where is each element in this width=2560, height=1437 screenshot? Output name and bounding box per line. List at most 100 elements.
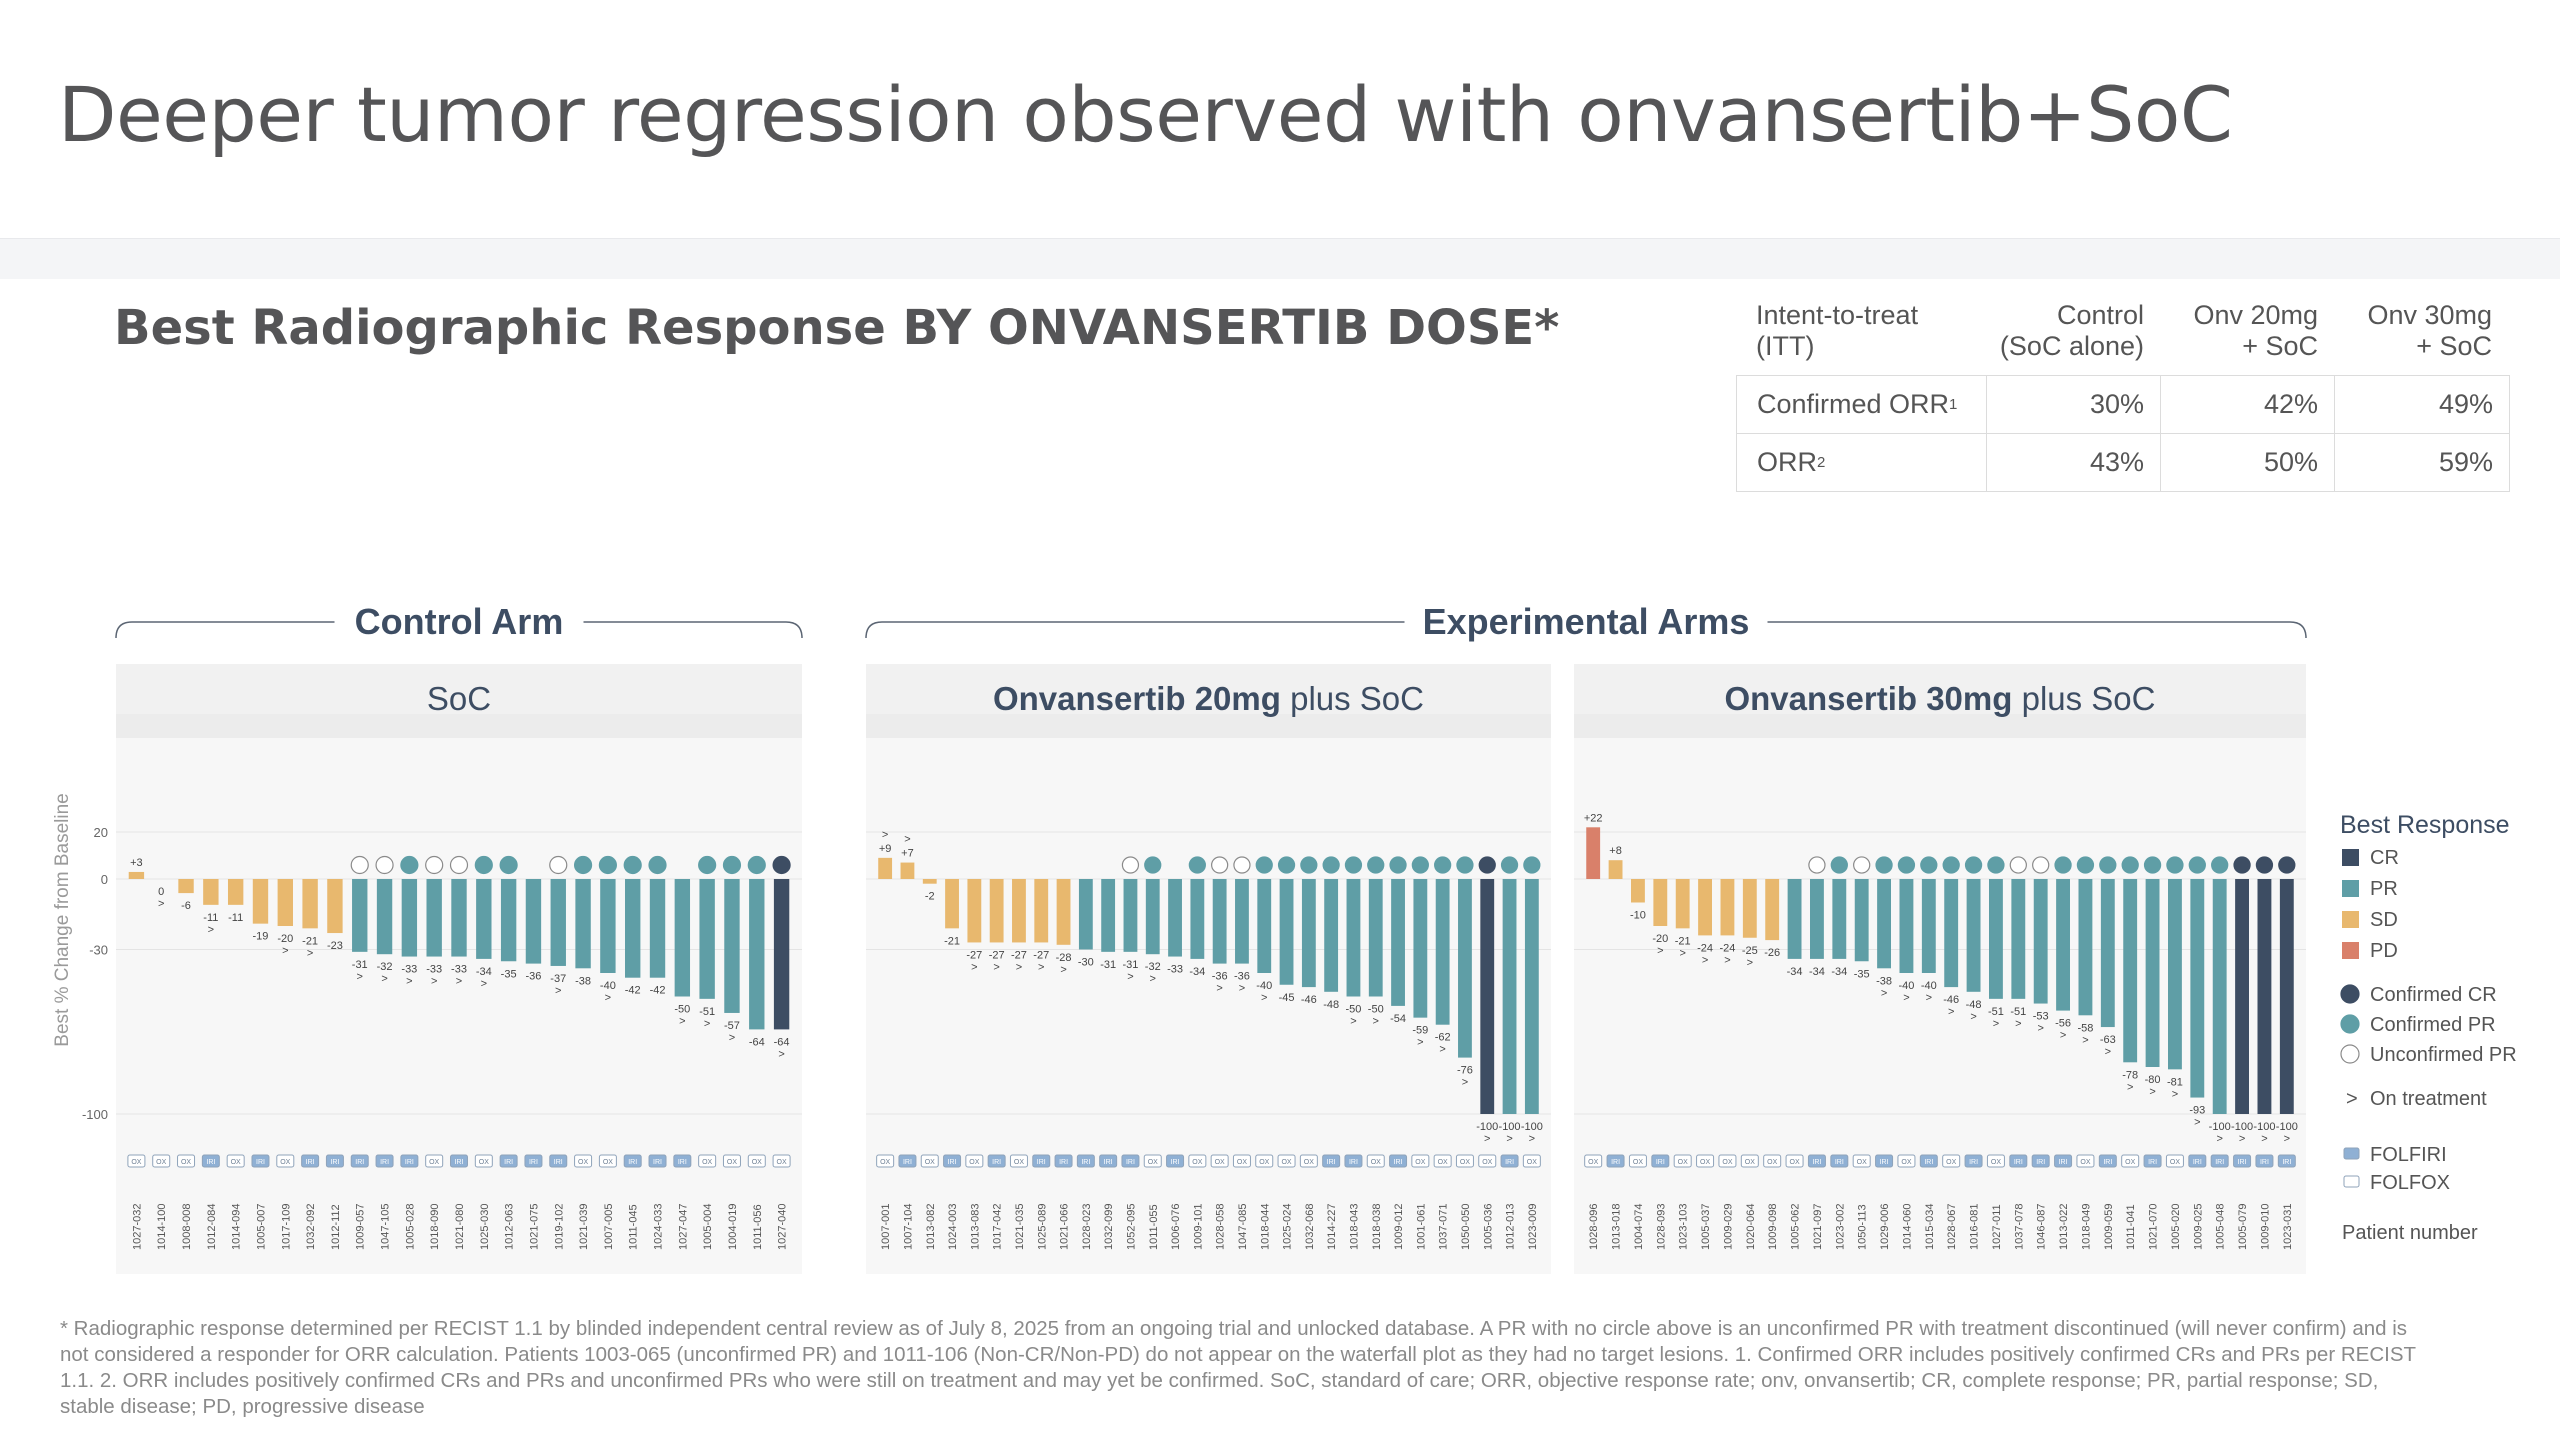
on-treatment-marker: >: [1657, 945, 1663, 957]
regimen-badge-text: IRI: [1104, 1159, 1113, 1166]
response-circle: [499, 855, 518, 875]
regimen-badge: [876, 1154, 895, 1168]
legend-swatch-sd: [2342, 911, 2359, 928]
patient-id-label: 1027-032: [131, 1204, 143, 1251]
patient-id-label: 1005-028: [404, 1204, 416, 1251]
waterfall-bar: [2279, 879, 2294, 1114]
legend-swatch-cr: [2342, 849, 2359, 866]
waterfall-bar: [2056, 879, 2070, 1011]
legend-circle-u: [2340, 1044, 2360, 1064]
bar-value-label: -26: [1764, 947, 1780, 959]
waterfall-bar: [1765, 879, 1780, 941]
bar-value-label: -11: [203, 912, 218, 924]
regimen-badge: [1696, 1154, 1715, 1168]
regimen-badge-text: IRI: [405, 1159, 414, 1166]
bar-value-label: -76: [1457, 1065, 1473, 1077]
response-circle: [747, 855, 766, 875]
bar-value-label: +8: [1609, 845, 1622, 857]
on-treatment-marker: >: [1150, 973, 1156, 985]
regimen-badge: [2255, 1154, 2274, 1168]
on-treatment-marker: >: [1016, 961, 1022, 973]
bar-value-label: +3: [130, 857, 143, 869]
bar-value-label: -27: [966, 949, 982, 961]
regimen-badge: [1986, 1154, 2005, 1168]
regimen-badge-text: OX: [1991, 1159, 2001, 1166]
waterfall-bar: [1742, 879, 1757, 938]
on-treatment-marker: >: [2216, 1133, 2222, 1145]
regimen-badge-text: OX: [1215, 1159, 1225, 1166]
on-treatment-marker: >: [1038, 961, 1044, 973]
regimen-badge: [1942, 1154, 1961, 1168]
patient-id-label: 1027-040: [777, 1204, 789, 1251]
regimen-badge-text: OX: [156, 1159, 166, 1166]
response-circle: [1523, 856, 1541, 874]
orr-header-itt: Intent-to-treat (ITT): [1756, 300, 1919, 361]
bar-value-label: -34: [476, 966, 492, 978]
bar-value-label: -80: [2145, 1074, 2161, 1086]
response-circle: [1920, 856, 1938, 874]
regimen-badge-text: OX: [1014, 1159, 1024, 1166]
regimen-badge: [1584, 1154, 1603, 1168]
legend-regimen-badge: [2343, 1175, 2360, 1188]
regimen-badge-text: OX: [131, 1159, 141, 1166]
bar-value-label: -78: [2122, 1069, 2138, 1081]
regimen-badge-text: IRI: [2148, 1159, 2157, 1166]
patient-id-label: 1011-041: [2125, 1204, 2137, 1250]
bar-value-label: -34: [1809, 966, 1825, 978]
response-circle: [1853, 856, 1871, 874]
on-treatment-marker: >: [1679, 947, 1685, 959]
patient-id-label: 1011-056: [752, 1204, 764, 1250]
regimen-badge: [301, 1154, 320, 1168]
regimen-badge-text: OX: [1482, 1159, 1492, 1166]
regimen-badge: [1366, 1154, 1385, 1168]
on-treatment-marker: >: [1529, 1133, 1535, 1145]
legend-regimen-label: FOLFIRI: [2370, 1144, 2447, 1166]
regimen-badge-text: IRI: [1505, 1159, 1514, 1166]
waterfall-bar: [128, 871, 145, 879]
waterfall-bar: [1502, 879, 1517, 1114]
section-subtitle: Best Radiographic Response BY ONVANSERTI…: [114, 300, 1560, 356]
waterfall-bar: [922, 879, 937, 884]
regimen-badge-text: OX: [1678, 1159, 1688, 1166]
regimen-badge: [1099, 1154, 1118, 1168]
bar-value-label: -33: [1167, 964, 1183, 976]
patient-id-label: 1012-063: [504, 1204, 516, 1251]
waterfall-bar: [2033, 879, 2048, 1004]
regimen-badge: [276, 1154, 295, 1168]
on-treatment-marker: >: [993, 961, 999, 973]
waterfall-bar: [1257, 879, 1272, 973]
footnote: * Radiographic response determined per R…: [60, 1317, 2416, 1418]
response-circle: [1344, 856, 1363, 874]
bar-value-label: -31: [1122, 959, 1138, 971]
regimen-badge: [673, 1154, 692, 1168]
waterfall-bar: [1921, 879, 1936, 973]
y-tick-label: 0: [101, 872, 108, 887]
patient-id-label: 1005-036: [1482, 1204, 1494, 1251]
regimen-badge: [450, 1154, 468, 1168]
patient-id-label: 1007-104: [902, 1204, 914, 1251]
on-treatment-marker: >: [1439, 1044, 1445, 1056]
patient-id-label: 1046-087: [2036, 1204, 2048, 1251]
waterfall-bar: [1966, 879, 1981, 992]
legend-circle-label: Confirmed CR: [2370, 984, 2497, 1006]
patient-id-label: 1009-098: [1767, 1204, 1779, 1251]
on-treatment-marker: >: [2037, 1023, 2043, 1035]
regimen-badge-text: IRI: [1327, 1159, 1336, 1166]
patient-id-label: 1021-097: [1812, 1204, 1824, 1251]
bar-value-label: -10: [1630, 910, 1646, 922]
bar-value-label: +7: [901, 848, 914, 860]
response-circle: [2143, 856, 2162, 874]
waterfall-bar: [1012, 879, 1026, 943]
y-tick-label: 20: [94, 825, 108, 840]
regimen-badge-text: OX: [1633, 1159, 1643, 1166]
patient-id-label: 1017-042: [992, 1204, 1004, 1251]
regimen-badge-text: IRI: [992, 1159, 1001, 1166]
regimen-badge-text: OX: [603, 1159, 613, 1166]
regimen-badge: [2143, 1154, 2162, 1168]
panel-title: SoC: [427, 680, 491, 717]
on-treatment-marker: >: [431, 976, 437, 988]
patient-id-label: 1009-029: [1722, 1204, 1734, 1251]
waterfall-bar: [1877, 879, 1891, 969]
bar-value-label: -100: [2276, 1121, 2298, 1133]
regimen-badge: [623, 1154, 642, 1168]
